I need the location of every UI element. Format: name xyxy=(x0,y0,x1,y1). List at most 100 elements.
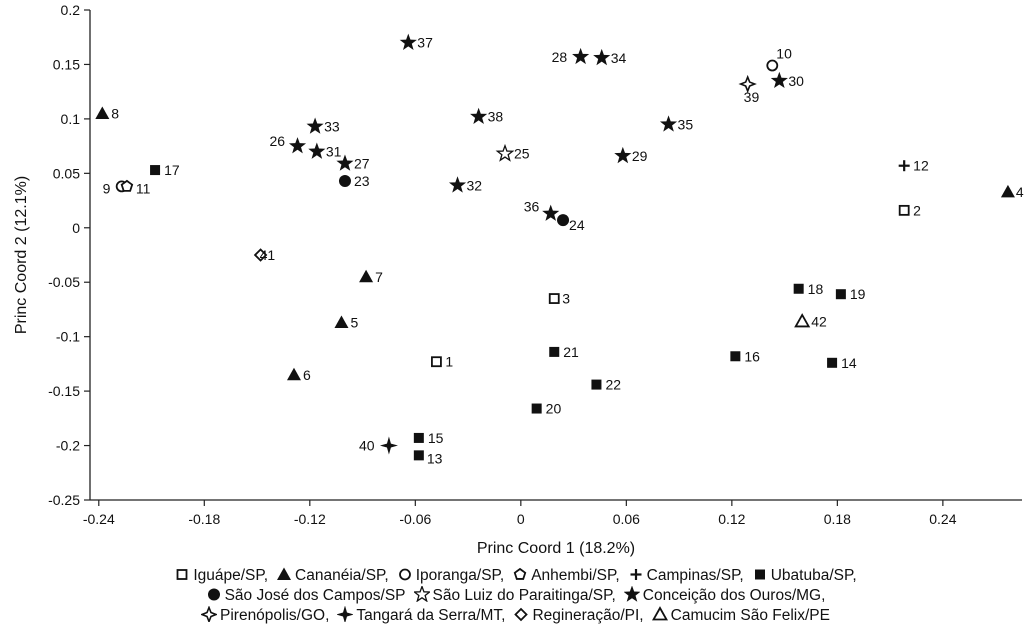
data-point xyxy=(591,379,602,390)
legend-item: Conceição dos Ouros/MG, xyxy=(623,585,826,606)
legend-label: Pirenópolis/GO, xyxy=(220,607,330,624)
legend-marker xyxy=(336,605,355,624)
data-point xyxy=(770,71,788,89)
point-label: 26 xyxy=(270,133,286,149)
legend-item: Campinas/SP, xyxy=(628,566,744,586)
data-point xyxy=(120,179,134,192)
point-label: 29 xyxy=(632,148,648,164)
x-tick-label: -0.12 xyxy=(294,511,326,527)
legend-marker-shape xyxy=(199,605,219,624)
data-point xyxy=(827,357,838,368)
point-label: 9 xyxy=(103,180,111,196)
point-label: 34 xyxy=(611,50,627,66)
data-point xyxy=(334,315,349,329)
legend-marker xyxy=(207,588,220,601)
data-point xyxy=(338,174,351,187)
legend-item: Iguápe/SP, xyxy=(174,566,268,586)
point-label: 11 xyxy=(136,180,151,196)
point-label: 33 xyxy=(324,119,340,135)
data-point xyxy=(794,313,811,328)
data-point xyxy=(572,47,590,65)
point-label: 17 xyxy=(164,162,180,178)
data-point xyxy=(738,74,757,94)
point-label: 24 xyxy=(569,217,585,233)
x-axis-title: Princ Coord 1 (18.2%) xyxy=(477,540,635,557)
point-label: 36 xyxy=(524,199,540,215)
x-tick-label: -0.06 xyxy=(399,511,431,527)
legend-label: Ubatuba/SP, xyxy=(770,567,857,584)
data-point xyxy=(542,204,560,221)
x-tick-label: 0.12 xyxy=(718,511,745,527)
y-tick-label: 0.2 xyxy=(61,2,81,18)
y-tick-label: -0.25 xyxy=(48,492,80,508)
data-point xyxy=(413,432,424,443)
legend-label: Iporanga/SP, xyxy=(415,567,505,584)
point-label: 42 xyxy=(811,313,827,329)
legend-marker xyxy=(176,569,188,580)
x-tick-label: 0.24 xyxy=(929,511,956,527)
data-point xyxy=(379,436,398,455)
y-axis-title: Princ Coord 2 (12.1%) xyxy=(13,176,30,334)
legend-item: Tangará da Serra/MT, xyxy=(336,605,505,626)
legend-label: São José dos Campos/SP xyxy=(224,587,406,604)
legend-marker-shape xyxy=(412,584,431,603)
legend-row: Pirenópolis/GO, Tangará da Serra/MT, Regin… xyxy=(0,605,1031,626)
point-label: 18 xyxy=(808,281,824,297)
data-point xyxy=(359,269,374,283)
legend-marker xyxy=(651,606,668,621)
y-tick-label: 0.15 xyxy=(53,56,80,72)
data-point xyxy=(308,142,326,159)
point-label: 14 xyxy=(841,355,857,371)
legend-marker xyxy=(412,584,431,603)
legend-marker-shape xyxy=(207,588,220,601)
point-label: 12 xyxy=(913,158,929,174)
point-label: 41 xyxy=(260,247,276,263)
legend-item: Pirenópolis/GO, xyxy=(199,605,330,626)
y-tick-label: -0.15 xyxy=(48,383,80,399)
legend-marker xyxy=(754,569,765,580)
data-point xyxy=(835,289,846,300)
point-label: 38 xyxy=(488,109,504,125)
data-point xyxy=(95,106,110,119)
legend-marker-shape xyxy=(513,567,527,580)
legend-label: Conceição dos Ouros/MG, xyxy=(642,587,826,604)
point-label: 30 xyxy=(788,73,804,89)
point-label: 28 xyxy=(552,49,568,65)
data-point xyxy=(730,351,741,362)
legend-marker xyxy=(630,569,642,580)
data-point xyxy=(470,107,488,124)
point-label: 15 xyxy=(428,430,444,446)
legend-marker-shape xyxy=(398,568,411,581)
data-point xyxy=(557,214,570,227)
data-point xyxy=(336,154,354,171)
point-label: 37 xyxy=(417,35,433,51)
legend-marker xyxy=(398,568,411,581)
x-tick-label: 0.18 xyxy=(824,511,851,527)
legend-marker-shape xyxy=(277,567,292,580)
point-label: 8 xyxy=(111,105,119,121)
legend-item: Cananéia/SP, xyxy=(276,566,389,586)
point-label: 25 xyxy=(514,146,530,162)
data-point xyxy=(898,160,910,172)
data-point xyxy=(659,115,678,132)
x-tick-label: -0.24 xyxy=(83,511,115,527)
point-label: 3 xyxy=(562,291,570,307)
legend: Iguápe/SP, Cananéia/SP, Iporanga/SP, Anhemb… xyxy=(0,566,1031,626)
x-tick-label: 0 xyxy=(517,511,525,527)
y-tick-label: -0.1 xyxy=(56,329,80,345)
legend-item: Regineração/PI, xyxy=(513,606,644,626)
legend-item: Camucim São Felix/PE xyxy=(651,606,830,626)
point-label: 31 xyxy=(326,144,342,160)
data-point xyxy=(549,346,560,357)
legend-marker-shape xyxy=(754,569,765,580)
legend-marker-shape xyxy=(336,605,355,624)
y-tick-label: 0.05 xyxy=(53,165,80,181)
legend-item: São José dos Campos/SP xyxy=(206,586,406,606)
data-point xyxy=(288,137,307,154)
legend-label: Iguápe/SP, xyxy=(193,567,269,584)
legend-marker-shape xyxy=(651,606,668,621)
x-tick-label: -0.18 xyxy=(188,511,220,527)
legend-label: Anhembi/SP, xyxy=(531,567,620,584)
data-point xyxy=(431,356,442,368)
legend-marker-shape xyxy=(514,607,529,622)
